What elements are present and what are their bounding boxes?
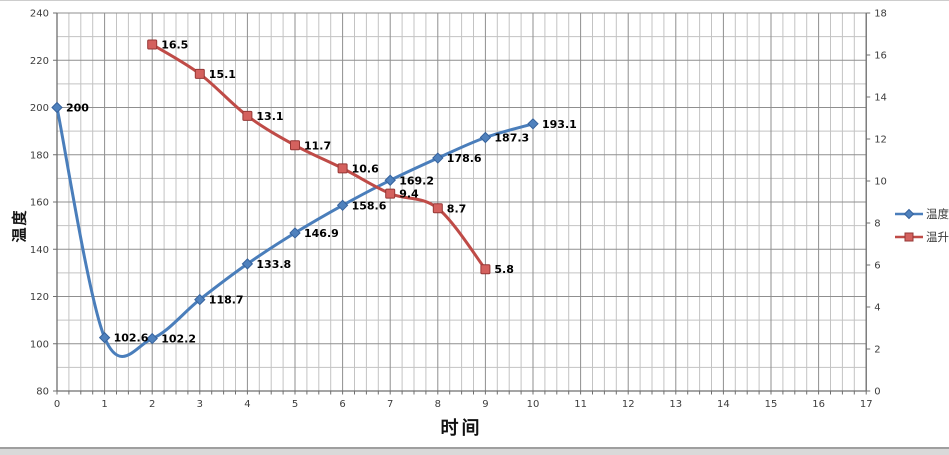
svg-text:220: 220	[30, 56, 49, 67]
svg-text:6: 6	[339, 399, 345, 410]
svg-text:200: 200	[30, 103, 49, 114]
svg-text:80: 80	[36, 387, 49, 398]
legend: 温度 温升	[894, 206, 949, 245]
svg-text:17: 17	[860, 399, 873, 410]
svg-text:11: 11	[574, 399, 587, 410]
legend-item-temp-rise[interactable]: 温升	[894, 229, 949, 245]
svg-text:120: 120	[30, 292, 49, 303]
svg-text:15: 15	[765, 399, 778, 410]
legend-line-square-icon	[895, 232, 923, 242]
svg-text:18: 18	[874, 9, 887, 20]
svg-text:3: 3	[197, 399, 203, 410]
svg-text:14: 14	[717, 399, 730, 410]
svg-text:102.2: 102.2	[161, 333, 196, 346]
svg-text:187.3: 187.3	[494, 132, 529, 145]
svg-text:10.6: 10.6	[352, 162, 379, 175]
svg-text:16: 16	[874, 51, 887, 62]
svg-text:13: 13	[669, 399, 682, 410]
svg-text:16: 16	[812, 399, 825, 410]
svg-text:4: 4	[874, 303, 880, 314]
svg-text:158.6: 158.6	[352, 199, 387, 212]
svg-text:8: 8	[874, 219, 880, 230]
y-axis-title[interactable]: 温度	[10, 208, 29, 243]
svg-text:118.7: 118.7	[209, 294, 244, 307]
svg-text:180: 180	[30, 150, 49, 161]
svg-text:0: 0	[54, 399, 60, 410]
svg-text:8.7: 8.7	[447, 202, 467, 215]
svg-text:0: 0	[874, 387, 880, 398]
svg-text:7: 7	[387, 399, 393, 410]
bottom-window-edge	[0, 447, 949, 455]
svg-text:1: 1	[101, 399, 107, 410]
svg-text:5.8: 5.8	[494, 263, 514, 276]
svg-text:193.1: 193.1	[542, 118, 577, 131]
svg-text:10: 10	[527, 399, 540, 410]
svg-text:2: 2	[149, 399, 155, 410]
legend-label-temperature: 温度	[926, 207, 949, 221]
axes	[53, 12, 871, 395]
svg-text:4: 4	[244, 399, 250, 410]
svg-text:10: 10	[874, 177, 887, 188]
legend-label-temp-rise: 温升	[926, 230, 949, 244]
legend-item-temperature[interactable]: 温度	[894, 206, 949, 222]
svg-text:8: 8	[435, 399, 441, 410]
data-labels-temperature: 200 102.6 102.2 118.7 133.8 146.9 158.6 169.2 17…	[66, 102, 577, 346]
data-labels-temp-rise: 16.5 15.1 13.1 11.7 10.6 9.4 8.7 5.8	[161, 39, 514, 277]
series-temp-rise[interactable]	[147, 39, 491, 275]
svg-text:140: 140	[30, 245, 49, 256]
svg-text:14: 14	[874, 93, 887, 104]
series-temperature[interactable]	[51, 101, 539, 358]
svg-text:100: 100	[30, 339, 49, 350]
svg-text:240: 240	[30, 9, 49, 20]
svg-text:12: 12	[874, 135, 887, 146]
svg-text:133.8: 133.8	[256, 258, 291, 271]
x-axis-title[interactable]: 时间	[440, 418, 483, 439]
svg-text:178.6: 178.6	[447, 152, 482, 165]
svg-text:146.9: 146.9	[304, 227, 339, 240]
svg-text:13.1: 13.1	[256, 110, 283, 123]
svg-text:9: 9	[482, 399, 488, 410]
svg-text:2: 2	[874, 345, 880, 356]
svg-text:5: 5	[292, 399, 298, 410]
legend-line-diamond-icon	[895, 208, 923, 220]
svg-text:6: 6	[874, 261, 880, 272]
svg-text:160: 160	[30, 198, 49, 209]
svg-text:9.4: 9.4	[399, 188, 419, 201]
svg-text:12: 12	[622, 399, 635, 410]
svg-text:200: 200	[66, 102, 89, 115]
svg-text:15.1: 15.1	[209, 68, 236, 81]
svg-text:169.2: 169.2	[399, 174, 434, 187]
svg-text:16.5: 16.5	[161, 39, 188, 52]
svg-text:102.6: 102.6	[114, 332, 149, 345]
axis-tick-labels: 8010012014016018020022024002468101214161…	[30, 9, 887, 411]
svg-text:11.7: 11.7	[304, 139, 331, 152]
